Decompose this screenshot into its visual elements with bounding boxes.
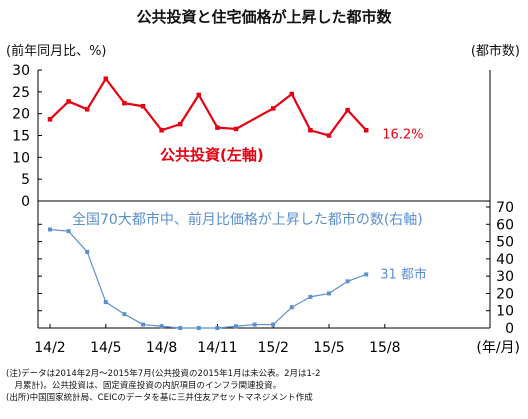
cities-point — [215, 326, 220, 330]
cities-point — [159, 324, 164, 329]
cities-point — [103, 300, 108, 305]
public-investment-point — [159, 128, 164, 133]
note-line-2: 月累計)。公共投資は、固定資産投資の内訳項目のインフラ関連投資。 — [6, 381, 282, 391]
right-axis-unit: (都市数) — [470, 44, 520, 59]
note-line-1: (注)データは2014年2月〜2015年7月(公共投資の2015年1月は未公表。… — [6, 369, 321, 379]
x-axis-tick-label: 14/11 — [197, 340, 237, 356]
x-axis-unit: (年/月) — [476, 340, 520, 356]
public-investment-point — [363, 128, 369, 133]
x-axis-tick-label: 15/8 — [369, 340, 400, 356]
public-investment-series-label: 公共投資(左軸) — [160, 146, 264, 164]
public-investment-point — [308, 128, 313, 133]
left-axis-tick-label: 0 — [21, 194, 30, 210]
public-investment-point — [84, 107, 90, 112]
cities-point — [48, 227, 52, 232]
public-investment-point — [177, 121, 183, 127]
cities-point — [252, 322, 257, 327]
cities-point — [196, 326, 201, 330]
right-axis-tick-label: 50 — [496, 235, 514, 251]
left-axis-tick-label: 20 — [12, 107, 30, 123]
left-axis-unit: (前年同月比、%) — [6, 44, 107, 59]
right-axis-tick-label: 30 — [496, 269, 514, 285]
right-axis-tick-label: 60 — [496, 217, 514, 233]
right-axis-tick-label: 40 — [496, 252, 514, 268]
x-axis-tick-label: 15/2 — [257, 340, 288, 356]
cities-point — [308, 294, 313, 299]
cities-point — [345, 279, 350, 284]
left-axis-tick-label: 15 — [12, 129, 30, 145]
public-investment-point — [47, 117, 53, 122]
note-line-3: (出所)中国国家統計局、CEICのデータを基に三井住友アセットマネジメント作成 — [6, 393, 313, 403]
public-investment-point — [233, 126, 239, 132]
public-investment-point — [215, 125, 220, 130]
right-axis-tick-label: 70 — [496, 200, 514, 216]
cities-end-label: 31 都市 — [380, 266, 427, 282]
cities-point — [364, 272, 369, 277]
public-investment-point — [270, 106, 276, 111]
x-axis-tick-label: 14/2 — [34, 340, 65, 356]
cities-point — [234, 324, 238, 329]
public-investment-line — [49, 77, 368, 137]
cities-line — [49, 228, 367, 329]
cities-point — [141, 322, 145, 327]
cities-point — [271, 322, 276, 327]
left-axis-tick-label: 10 — [12, 150, 30, 166]
cities-series-label: 全国70大都市中、前月比価格が上昇した都市の数(右軸) — [72, 211, 423, 228]
right-axis-tick-label: 20 — [496, 286, 514, 302]
left-axis-tick-label: 30 — [12, 63, 30, 79]
public-investment-point — [345, 107, 350, 113]
public-investment-point — [140, 103, 146, 109]
cities-point — [85, 249, 90, 254]
chart-notes: (注)データは2014年2月〜2015年7月(公共投資の2015年1月は未公表。… — [6, 368, 522, 404]
cities-point — [66, 229, 71, 234]
cities-point — [122, 312, 127, 317]
x-axis-tick-label: 14/8 — [146, 340, 177, 356]
public-investment-end-label: 16.2% — [382, 127, 423, 142]
right-axis-tick-label: 10 — [496, 304, 514, 320]
public-investment-point — [103, 76, 109, 81]
chart-title: 公共投資と住宅価格が上昇した都市数 — [136, 8, 392, 26]
public-investment-point — [66, 99, 71, 104]
public-investment-point — [196, 92, 202, 98]
x-axis-tick-label: 15/5 — [313, 340, 344, 356]
x-axis-tick-label: 14/5 — [90, 340, 121, 356]
public-investment-point — [122, 100, 127, 106]
cities-point — [289, 305, 294, 310]
left-axis-tick-label: 25 — [12, 85, 30, 101]
public-investment-point — [289, 91, 295, 97]
public-investment-point — [326, 133, 332, 138]
left-axis-tick-label: 5 — [21, 172, 30, 188]
cities-point — [327, 291, 331, 296]
cities-point — [178, 326, 183, 330]
right-axis-tick-label: 0 — [505, 321, 514, 337]
